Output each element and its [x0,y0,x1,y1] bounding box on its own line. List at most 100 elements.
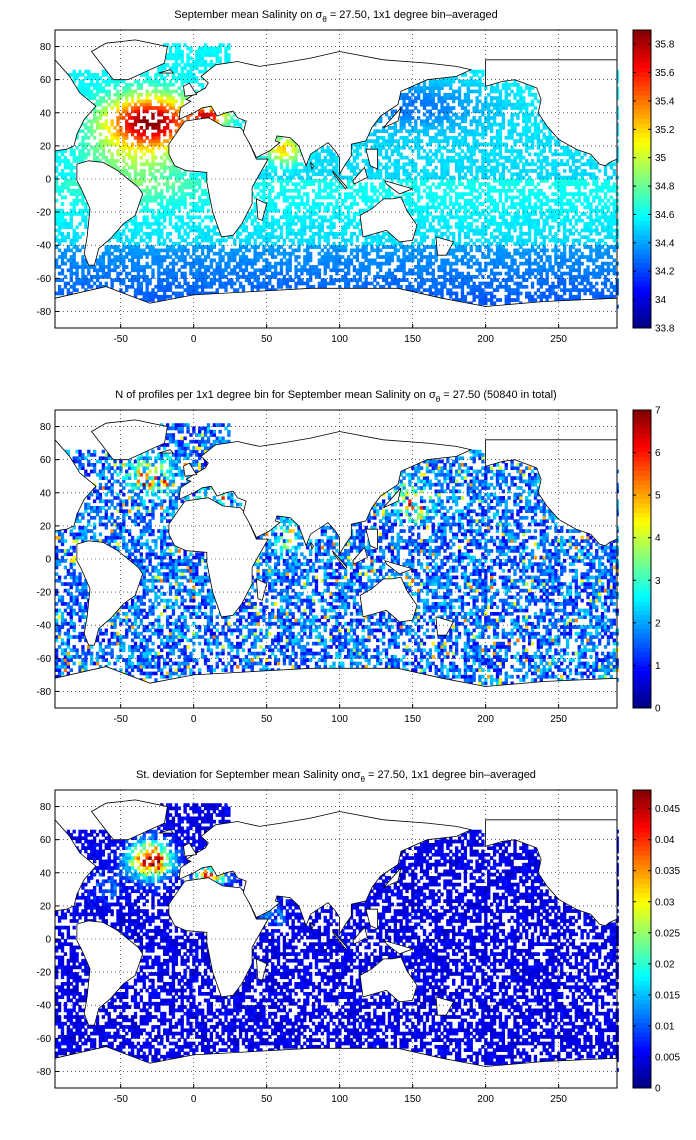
data-cell [329,192,333,196]
data-cell [183,258,187,263]
data-cell [490,284,494,289]
data-cell [422,218,427,223]
data-cell [180,284,184,289]
data-cell [288,212,292,216]
data-cell [481,82,485,87]
data-cell [367,139,371,143]
data-cell [84,288,88,292]
data-cell [452,96,456,100]
data-cell [198,46,202,51]
data-cell [349,218,354,223]
data-cell [291,159,295,163]
data-cell [490,241,494,246]
data-cell [396,139,400,143]
data-cell [288,179,292,183]
data-cell [481,165,485,170]
data-cell [472,119,476,124]
data-cell [440,215,444,220]
data-cell [492,265,497,269]
data-cell [399,265,403,269]
data-cell [119,116,123,120]
data-cell [495,99,500,104]
data-cell [346,182,351,187]
data-cell [326,238,330,243]
data-cell [306,175,310,180]
data-cell [157,215,161,220]
data-cell [63,235,68,239]
data-cell [276,149,281,153]
data-cell [519,228,523,233]
data-cell [78,152,82,157]
data-cell [466,169,470,173]
data-cell [417,281,421,286]
data-cell [116,129,120,134]
data-cell [475,228,479,233]
data-cell [314,271,319,276]
data-cell [408,119,412,124]
data-cell [434,248,438,253]
data-cell [504,284,508,289]
data-cell [460,288,465,292]
data-cell [460,218,465,223]
data-cell [460,175,465,180]
data-cell [122,228,126,233]
data-cell [165,139,170,143]
data-cell [507,275,511,279]
data-cell [519,159,523,163]
data-cell [224,122,228,127]
data-cell [414,218,418,223]
data-cell [457,79,462,84]
data-cell [271,241,275,246]
data-cell [113,268,117,273]
data-cell [317,261,322,266]
data-cell [498,182,503,187]
data-cell [437,195,441,200]
data-cell [504,271,508,276]
data-cell [434,132,438,137]
data-cell [492,172,497,177]
data-cell [469,275,473,279]
data-cell [454,152,459,157]
data-cell [154,142,158,147]
data-cell [504,79,508,84]
data-cell [449,231,453,236]
data-cell [171,162,176,167]
data-cell [513,268,517,273]
data-cell [157,258,161,263]
data-cell [317,172,322,177]
data-cell [460,116,465,120]
data-cell [311,265,316,269]
data-cell [186,185,190,190]
data-cell [487,152,491,157]
data-cell [195,258,199,263]
data-cell [510,159,514,163]
data-cell [215,56,219,61]
data-cell [107,149,111,153]
data-cell [469,222,473,226]
data-cell [513,155,517,160]
data-cell [139,145,143,150]
data-cell [320,281,324,286]
data-cell [241,225,246,230]
data-cell [180,225,184,230]
data-cell [364,198,368,203]
data-cell [66,235,70,239]
data-cell [381,139,386,143]
data-cell [200,63,205,67]
data-cell [428,245,433,249]
data-cell [443,79,447,84]
data-cell [475,268,479,273]
data-cell [276,235,281,239]
data-cell [490,291,494,296]
data-cell [142,188,146,193]
data-cell [282,251,287,256]
data-cell [504,301,508,306]
data-cell [320,172,324,177]
data-cell [402,179,406,183]
data-cell [256,185,260,190]
data-cell [516,195,520,200]
data-cell [148,195,152,200]
data-cell [379,192,383,196]
data-cell [168,99,173,104]
data-cell [390,149,395,153]
